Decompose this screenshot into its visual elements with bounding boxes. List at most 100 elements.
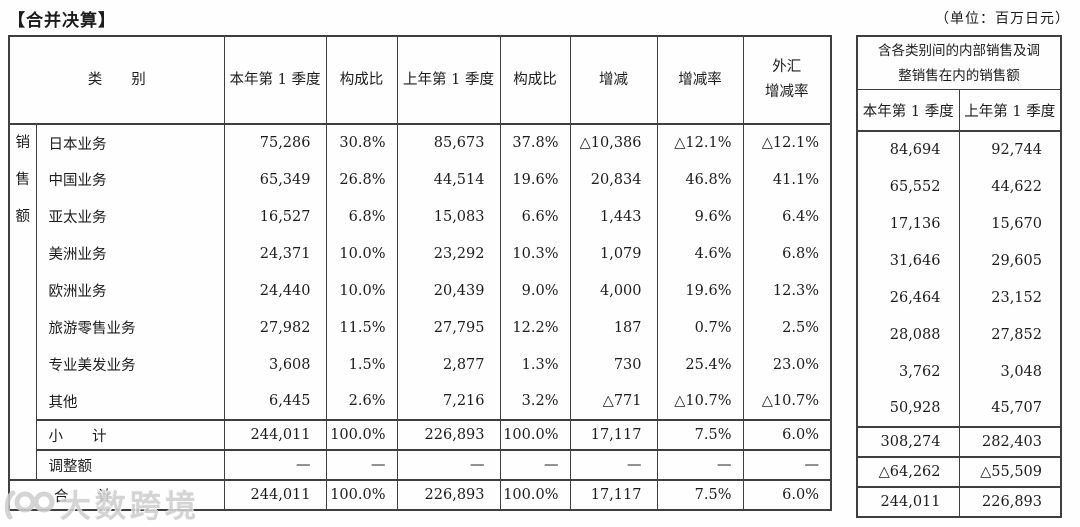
value-cell: 11.5% [325, 309, 398, 346]
value-cell: — [396, 449, 501, 480]
value-cell: 3,762 [856, 353, 960, 391]
value-cell: 85,673 [396, 124, 501, 161]
column-header: 外汇 增减率 [742, 36, 832, 125]
value-cell: — [656, 449, 744, 480]
group-label-char: 额 [15, 209, 31, 225]
value-cell: 24,440 [223, 272, 327, 309]
row-label: 调整额 [35, 449, 225, 480]
value-cell: 25.4% [656, 346, 744, 383]
category-column-header: 类 别 [8, 36, 225, 125]
value-cell: 19.6% [499, 161, 571, 198]
value-cell: 308,274 [856, 426, 960, 458]
value-cell: 24,371 [223, 235, 327, 272]
value-cell: 2.6% [325, 383, 398, 420]
value-cell: 3,048 [958, 353, 1062, 391]
column-header: 上年第 1 季度 [396, 36, 501, 125]
summary-row: △64,262 △55,509 [856, 456, 1062, 488]
internal-sales-table: 含各类别间的内部销售及调 整销售在内的销售额 本年第 1 季度 上年第 1 季度 84… [856, 35, 1062, 519]
row-label: 亚太业务 [35, 198, 225, 235]
value-cell: 100.0% [499, 479, 571, 510]
value-cell: 0.7% [656, 309, 744, 346]
value-cell: 282,403 [958, 426, 1062, 458]
value-cell: 26.8% [325, 161, 398, 198]
value-cell: 244,011 [223, 479, 327, 510]
table-row: 50,928 45,707 [856, 390, 1062, 428]
value-cell: △10.7% [656, 383, 744, 420]
value-cell: 6.8% [742, 235, 832, 272]
value-cell: 244,011 [223, 419, 327, 450]
column-header: 上年第 1 季度 [958, 89, 1062, 133]
row-label: 小 计 [35, 419, 225, 450]
row-label: 专业美发业务 [35, 346, 225, 383]
value-cell: 100.0% [499, 419, 571, 450]
value-cell: 4,000 [569, 272, 658, 309]
value-cell: 7.5% [656, 479, 744, 510]
group-label-char: 售 [15, 172, 31, 188]
value-cell: 730 [569, 346, 658, 383]
value-cell: 27,982 [223, 309, 327, 346]
group-label-char: 销 [15, 135, 31, 151]
sub-table-title-row: 含各类别间的内部销售及调 整销售在内的销售额 [856, 36, 1062, 90]
table-row: 专业美发业务 3,608 1.5% 2,877 1.3% 730 25.4% 23.0% [9, 346, 832, 383]
column-header: 本年第 1 季度 [223, 36, 327, 125]
value-cell: 7.5% [656, 419, 744, 450]
value-cell: — [569, 449, 658, 480]
value-cell: 3,608 [223, 346, 327, 383]
main-header-row: 类 别本年第 1 季度 构成比 上年第 1 季度 构成比 增减 增减率 外汇 增减率 [8, 36, 832, 125]
value-cell: 29,605 [958, 242, 1062, 280]
row-label: 日本业务 [35, 124, 225, 161]
value-cell: 187 [569, 309, 658, 346]
value-cell: 1.3% [499, 346, 571, 383]
value-cell: 41.1% [742, 161, 832, 198]
value-cell: 31,646 [856, 242, 960, 280]
value-cell: 16,527 [223, 198, 327, 235]
value-cell: 27,852 [958, 316, 1062, 354]
value-cell: △64,262 [856, 456, 960, 488]
sub-table-title: 含各类别间的内部销售及调 整销售在内的销售额 [856, 36, 1062, 90]
value-cell: 10.3% [499, 235, 571, 272]
value-cell: 226,893 [396, 479, 501, 510]
value-cell: △55,509 [958, 456, 1062, 488]
value-cell: 46.8% [656, 161, 744, 198]
column-header: 构成比 [499, 36, 571, 125]
row-label: 合 计 [8, 479, 225, 510]
value-cell: 9.0% [499, 272, 571, 309]
value-cell: 28,088 [856, 316, 960, 354]
row-label: 欧洲业务 [35, 272, 225, 309]
table-row: 31,646 29,605 [856, 242, 1062, 280]
value-cell: 1,079 [569, 235, 658, 272]
table-row: 欧洲业务 24,440 10.0% 20,439 9.0% 4,000 19.6% 12.3% [9, 272, 832, 309]
table-row: 84,694 92,744 [856, 131, 1062, 169]
table-row: 亚太业务 16,527 6.8% 15,083 6.6% 1,443 9.6% 6.4% [9, 198, 832, 235]
value-cell: 6.0% [742, 479, 832, 510]
value-cell: 37.8% [499, 124, 571, 161]
row-label: 旅游零售业务 [35, 309, 225, 346]
value-cell: 75,286 [223, 124, 327, 161]
value-cell: — [742, 449, 832, 480]
value-cell: 100.0% [325, 419, 398, 450]
value-cell: 226,893 [958, 486, 1062, 518]
table-row: 3,762 3,048 [856, 353, 1062, 391]
value-cell: △771 [569, 383, 658, 420]
value-cell: 26,464 [856, 279, 960, 317]
value-cell: 65,552 [856, 168, 960, 206]
unit-note: （单位：百万日元） [935, 11, 1070, 27]
summary-row: 小 计 244,011 100.0% 226,893 100.0% 17,117 7.5% 6… [9, 419, 832, 450]
summary-row: 调整额 — — — — — — — [9, 449, 832, 480]
value-cell: — [499, 449, 571, 480]
table-row: 17,136 15,670 [856, 205, 1062, 243]
value-cell: 6.6% [499, 198, 571, 235]
summary-row: 合 计 244,011 100.0% 226,893 100.0% 17,117 7.5% 6… [8, 479, 832, 510]
value-cell: 23,292 [396, 235, 501, 272]
value-cell: 3.2% [499, 383, 571, 420]
value-cell: 17,117 [569, 419, 658, 450]
value-cell: 50,928 [856, 390, 960, 428]
value-cell: 2,877 [396, 346, 501, 383]
group-label-sales: 销售额 [8, 124, 37, 480]
value-cell: 9.6% [656, 198, 744, 235]
value-cell: 44,514 [396, 161, 501, 198]
value-cell: 17,136 [856, 205, 960, 243]
value-cell: 226,893 [396, 419, 501, 450]
value-cell: — [223, 449, 327, 480]
main-results-table: 类 别本年第 1 季度 构成比 上年第 1 季度 构成比 增减 增减率 外汇 增减率销售额日… [8, 35, 832, 511]
